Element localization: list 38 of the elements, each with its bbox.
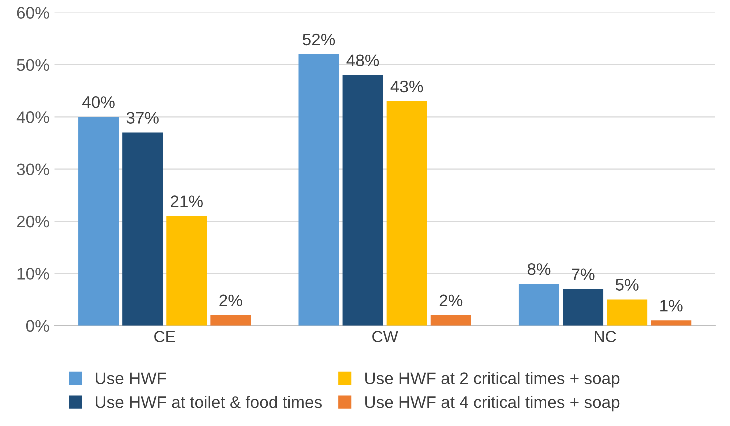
legend-label: Use HWF at toilet & food times: [96, 396, 322, 408]
data-label: 37%: [126, 112, 159, 124]
data-label: 2%: [220, 294, 242, 307]
bar: [386, 101, 428, 326]
bar: [430, 315, 472, 326]
y-tick-label: 60%: [17, 7, 50, 19]
data-label: 52%: [303, 34, 336, 46]
data-label: 7%: [572, 268, 595, 280]
data-label: 2%: [440, 294, 463, 307]
bar: [298, 54, 340, 326]
y-tick-label: 10%: [18, 268, 50, 280]
bar: [78, 117, 120, 326]
data-label: 48%: [346, 54, 380, 67]
data-label: 5%: [616, 279, 639, 291]
y-tick-label: 40%: [16, 112, 50, 124]
bar: [518, 284, 560, 326]
x-tick-label: CE: [154, 331, 176, 342]
x-tick-label: NC: [595, 331, 616, 342]
data-label: 8%: [528, 263, 551, 276]
y-tick-label: 0%: [26, 320, 50, 332]
y-tick-label: 20%: [17, 216, 50, 228]
y-tick-label: 30%: [17, 164, 50, 176]
legend-label: Use HWF at 4 critical times + soap: [366, 396, 620, 412]
legend-label: Use HWF at 2 critical times + soap: [366, 372, 620, 388]
bar: [651, 320, 692, 326]
bar: [166, 216, 208, 326]
data-label: 1%: [660, 300, 683, 312]
legend-label: Use HWF: [96, 372, 166, 384]
bar: [342, 75, 384, 326]
data-label: 21%: [171, 196, 203, 208]
data-label: 43%: [390, 80, 424, 93]
x-tick-label: CW: [372, 331, 398, 342]
bar: [122, 132, 164, 326]
bar: [563, 289, 604, 326]
bar: [607, 300, 648, 326]
y-tick-label: 50%: [17, 59, 50, 72]
bar: [210, 315, 252, 326]
data-label: 40%: [82, 96, 115, 108]
